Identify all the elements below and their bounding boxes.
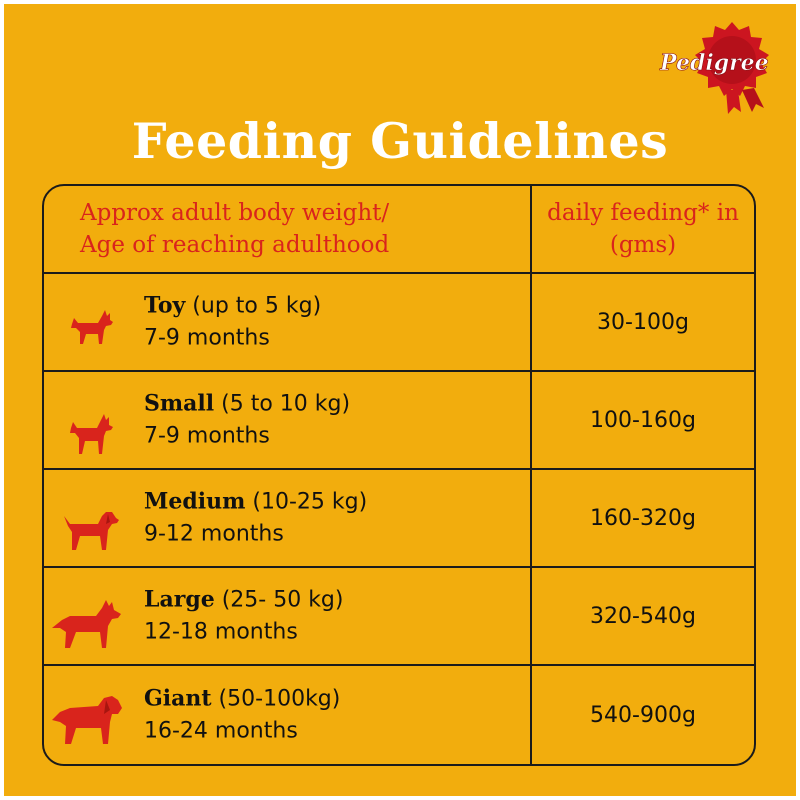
size-cell: Toy (up to 5 kg) 7-9 months bbox=[44, 274, 532, 372]
feeding-amount: 320-540g bbox=[532, 568, 754, 666]
small-dog-icon bbox=[70, 414, 113, 454]
size-label: Small (5 to 10 kg) 7-9 months bbox=[144, 388, 350, 453]
page: Pedigree Feeding Guidelines Approx adult… bbox=[4, 4, 796, 796]
feeding-amount: 540-900g bbox=[590, 702, 696, 728]
feeding-amount: 100-160g bbox=[532, 372, 754, 470]
size-cell: Medium (10-25 kg) 9-12 months bbox=[44, 470, 532, 568]
feeding-amount: 30-100g bbox=[532, 274, 754, 372]
size-age: 7-9 months bbox=[144, 423, 270, 449]
size-weight: (10-25 kg) bbox=[245, 489, 368, 515]
size-weight: (5 to 10 kg) bbox=[214, 391, 351, 417]
pedigree-logo: Pedigree bbox=[659, 22, 769, 114]
size-name: Toy bbox=[144, 292, 186, 319]
table-row: Small (5 to 10 kg) 7-9 months 100-160g bbox=[44, 372, 754, 470]
size-weight: (up to 5 kg) bbox=[185, 293, 322, 319]
size-name: Small bbox=[144, 390, 215, 417]
header-daily-feeding: daily feeding* in (gms) bbox=[532, 186, 754, 274]
size-name: Large bbox=[144, 586, 215, 613]
size-age: 12-18 months bbox=[144, 619, 298, 645]
header-line: Age of reaching adulthood bbox=[80, 232, 390, 258]
header-weight-age: Approx adult body weight/ Age of reachin… bbox=[44, 186, 532, 274]
toy-dog-icon bbox=[71, 310, 113, 344]
size-age: 7-9 months bbox=[144, 325, 270, 351]
size-cell: Small (5 to 10 kg) 7-9 months bbox=[44, 372, 532, 470]
header-line: daily feeding* in bbox=[547, 200, 739, 226]
size-label: Large (25- 50 kg) 12-18 months bbox=[144, 584, 343, 649]
header-line: Approx adult body weight/ bbox=[80, 200, 390, 226]
medium-dog-icon bbox=[64, 512, 119, 550]
feeding-amount: 160-320g bbox=[532, 470, 754, 568]
size-cell: Giant (50-100kg) 16-24 months bbox=[44, 666, 532, 764]
feeding-table: Approx adult body weight/ Age of reachin… bbox=[42, 184, 756, 766]
size-weight: (50-100kg) bbox=[211, 686, 341, 712]
size-label: Toy (up to 5 kg) 7-9 months bbox=[144, 290, 321, 355]
table-row: Giant (50-100kg) 16-24 months 540-900g bbox=[44, 666, 754, 764]
table-row: Toy (up to 5 kg) 7-9 months 30-100g bbox=[44, 274, 754, 372]
size-age: 16-24 months bbox=[144, 718, 298, 744]
large-dog-icon bbox=[52, 600, 121, 648]
size-name: Giant bbox=[144, 685, 212, 712]
size-weight: (25- 50 kg) bbox=[214, 587, 344, 613]
header-line: (gms) bbox=[609, 232, 677, 258]
size-cell: Large (25- 50 kg) 12-18 months bbox=[44, 568, 532, 666]
page-title: Feeding Guidelines bbox=[131, 112, 669, 170]
table-row: Large (25- 50 kg) 12-18 months 320-540g bbox=[44, 568, 754, 666]
size-name: Medium bbox=[144, 488, 246, 515]
size-label: Medium (10-25 kg) 9-12 months bbox=[144, 486, 367, 551]
size-label: Giant (50-100kg) 16-24 months bbox=[144, 683, 340, 748]
svg-text:Pedigree: Pedigree bbox=[659, 50, 769, 76]
table-header-row: Approx adult body weight/ Age of reachin… bbox=[44, 186, 754, 274]
size-age: 9-12 months bbox=[144, 521, 284, 547]
giant-dog-icon bbox=[52, 696, 122, 744]
table-row: Medium (10-25 kg) 9-12 months 160-320g bbox=[44, 470, 754, 568]
